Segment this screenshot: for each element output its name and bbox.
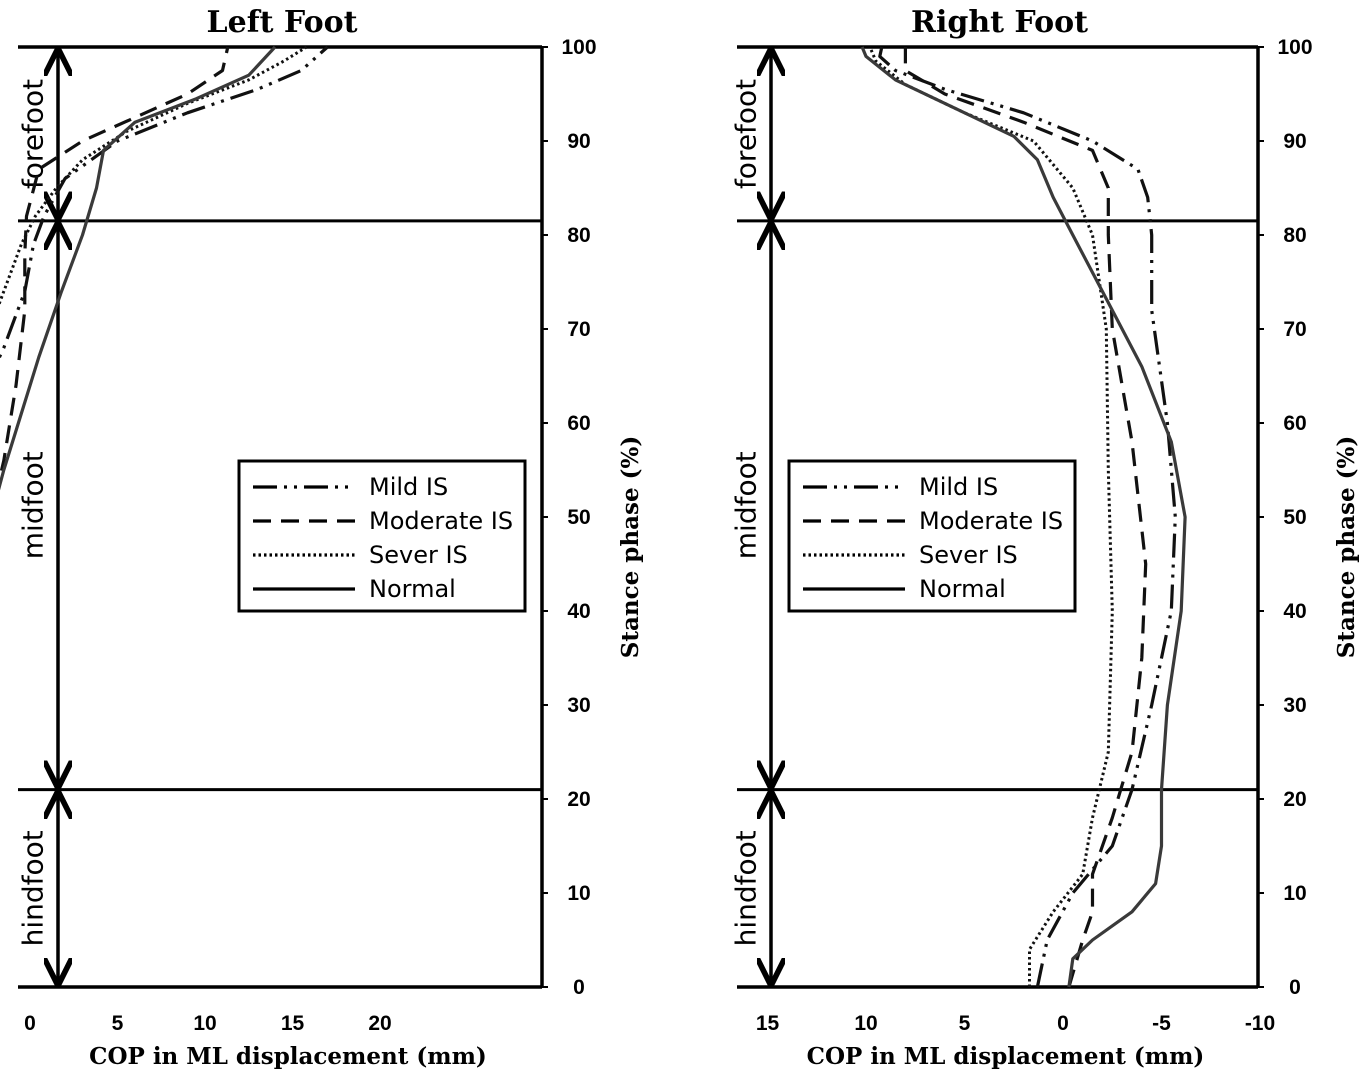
right-foot-chart: Right Foot hindfoot midfoot forefoot 0 10 20 30… bbox=[730, 5, 1361, 1070]
x-tick-label: 15 bbox=[756, 1012, 780, 1035]
region-label-midfoot: midfoot bbox=[730, 451, 763, 559]
series-line-mild-is bbox=[878, 46, 1177, 988]
y-tick-label: 50 bbox=[567, 506, 590, 529]
y-tick-label: 20 bbox=[567, 788, 590, 811]
y-tick-label: 10 bbox=[567, 882, 590, 905]
series-line-sever-is bbox=[0, 45, 308, 306]
x-axis-label: COP in ML displacement (mm) bbox=[89, 1043, 487, 1070]
y-tick-label: 80 bbox=[567, 224, 590, 247]
y-tick-label: 20 bbox=[1283, 788, 1306, 811]
legend-entry: Normal bbox=[369, 575, 456, 603]
region-label-hindfoot: hindfoot bbox=[730, 830, 763, 946]
y-tick-label: 100 bbox=[1277, 36, 1312, 59]
x-tick-label: 0 bbox=[1057, 1012, 1069, 1035]
y-tick-label: 90 bbox=[567, 130, 590, 153]
legend-entry: Mild IS bbox=[369, 473, 448, 501]
x-tick-label: 5 bbox=[112, 1012, 124, 1035]
legend-entry: Normal bbox=[919, 575, 1006, 603]
y-tick-label: 60 bbox=[567, 412, 590, 435]
y-tick-label: 70 bbox=[567, 318, 590, 341]
y-tick-label: 90 bbox=[1283, 130, 1306, 153]
y-tick-label: 10 bbox=[1283, 882, 1306, 905]
region-label-forefoot: forefoot bbox=[17, 79, 50, 189]
left-foot-chart: Left Foot hindfoot midfoot forefoot 0 10 20 30 4… bbox=[0, 5, 644, 1070]
x-tick-label: 0 bbox=[24, 1012, 36, 1035]
region-label-forefoot: forefoot bbox=[730, 79, 763, 189]
legend-entry: Moderate IS bbox=[919, 507, 1063, 535]
y-tick-label: 100 bbox=[561, 36, 596, 59]
y-tick-label: 50 bbox=[1283, 506, 1306, 529]
y-axis-label: Stance phase (%) bbox=[1333, 436, 1360, 658]
legend-entry: Sever IS bbox=[369, 541, 468, 569]
series-line-normal bbox=[860, 46, 1187, 988]
x-tick-label: -10 bbox=[1245, 1012, 1275, 1035]
chart-title: Right Foot bbox=[911, 5, 1088, 40]
y-tick-label: 30 bbox=[1283, 694, 1306, 717]
chart-title: Left Foot bbox=[207, 5, 358, 40]
y-axis-label: Stance phase (%) bbox=[617, 436, 644, 658]
region-label-hindfoot: hindfoot bbox=[17, 830, 50, 946]
x-tick-label: 5 bbox=[959, 1012, 971, 1035]
x-tick-label: 20 bbox=[368, 1012, 391, 1035]
region-label-midfoot: midfoot bbox=[17, 451, 50, 559]
legend-entry: Mild IS bbox=[919, 473, 998, 501]
y-tick-label: 70 bbox=[1283, 318, 1306, 341]
series-line-normal bbox=[0, 45, 277, 491]
x-tick-label: 15 bbox=[281, 1012, 305, 1035]
series-line-moderate-is bbox=[903, 47, 1148, 988]
x-tick-label: 10 bbox=[854, 1012, 877, 1035]
y-tick-label: 0 bbox=[1289, 976, 1301, 999]
y-tick-label: 0 bbox=[573, 976, 585, 999]
y-tick-label: 40 bbox=[1283, 600, 1306, 623]
y-tick-label: 80 bbox=[1283, 224, 1306, 247]
y-tick-label: 30 bbox=[567, 694, 590, 717]
series-line-moderate-is bbox=[0, 46, 230, 484]
x-tick-label: 10 bbox=[193, 1012, 216, 1035]
legend-entry: Sever IS bbox=[919, 541, 1018, 569]
legend-entry: Moderate IS bbox=[369, 507, 513, 535]
x-tick-label: -5 bbox=[1152, 1012, 1171, 1035]
y-tick-label: 60 bbox=[1283, 412, 1306, 435]
y-tick-label: 40 bbox=[567, 600, 590, 623]
x-axis-label: COP in ML displacement (mm) bbox=[807, 1043, 1205, 1070]
